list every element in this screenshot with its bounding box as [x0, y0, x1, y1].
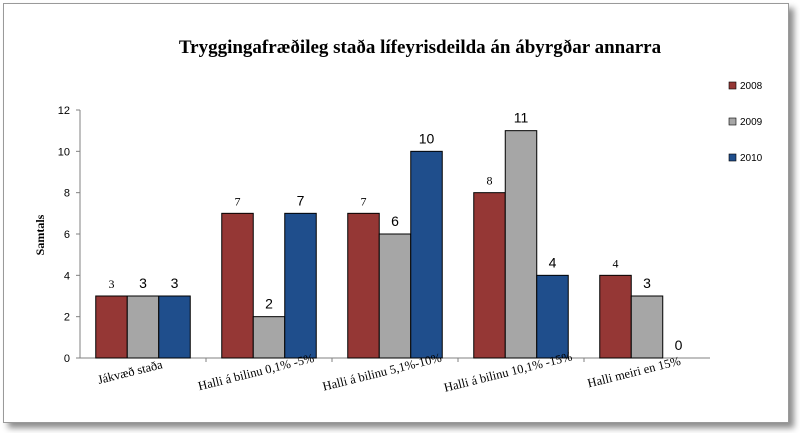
legend-label: 2008 [740, 81, 763, 92]
y-tick-label: 12 [58, 105, 70, 117]
chart-title: Tryggingafræðileg staða lífeyrisdeilda á… [179, 37, 662, 58]
data-label: 0 [675, 337, 683, 353]
x-tick-label: Halli meiri en 15% [586, 354, 682, 391]
bar [378, 233, 412, 359]
data-label: 11 [514, 110, 529, 126]
bar [410, 150, 443, 359]
y-axis-label: Samtals [33, 214, 47, 255]
data-label: 6 [391, 213, 399, 229]
data-label: 2 [265, 296, 273, 312]
y-tick-label: 2 [64, 312, 70, 324]
data-label: 7 [235, 194, 241, 208]
data-label: 3 [171, 275, 179, 291]
bar [221, 212, 254, 359]
legend: 2008 2009 2010 [728, 81, 763, 164]
data-label: 3 [139, 275, 147, 291]
bar [536, 274, 569, 359]
data-label: 3 [109, 277, 115, 291]
bar [630, 295, 664, 359]
bar [252, 316, 286, 359]
legend-label: 2010 [740, 153, 763, 164]
y-tick-label: 6 [64, 229, 70, 241]
data-label: 3 [643, 275, 651, 291]
data-label: 7 [361, 194, 367, 208]
bar [95, 295, 128, 359]
legend-swatch [728, 81, 737, 90]
data-label: 10 [419, 130, 435, 146]
bar [126, 295, 160, 359]
y-tick-label: 0 [64, 353, 70, 365]
data-label: 4 [549, 254, 557, 270]
legend-swatch [728, 117, 737, 126]
data-label: 4 [613, 256, 619, 270]
bar [284, 212, 317, 359]
bar [347, 212, 380, 359]
bar [473, 192, 506, 359]
y-tick-label: 8 [64, 188, 70, 200]
y-tick-label: 4 [64, 270, 70, 282]
x-tick-label: Jákvæð staða [96, 357, 164, 387]
bar [599, 274, 632, 359]
bar [158, 295, 191, 359]
bar [504, 130, 538, 359]
legend-label: 2009 [740, 117, 763, 128]
data-label: 8 [487, 174, 493, 188]
legend-swatch [728, 153, 737, 162]
y-tick-label: 10 [58, 146, 70, 158]
data-label: 7 [297, 192, 305, 208]
